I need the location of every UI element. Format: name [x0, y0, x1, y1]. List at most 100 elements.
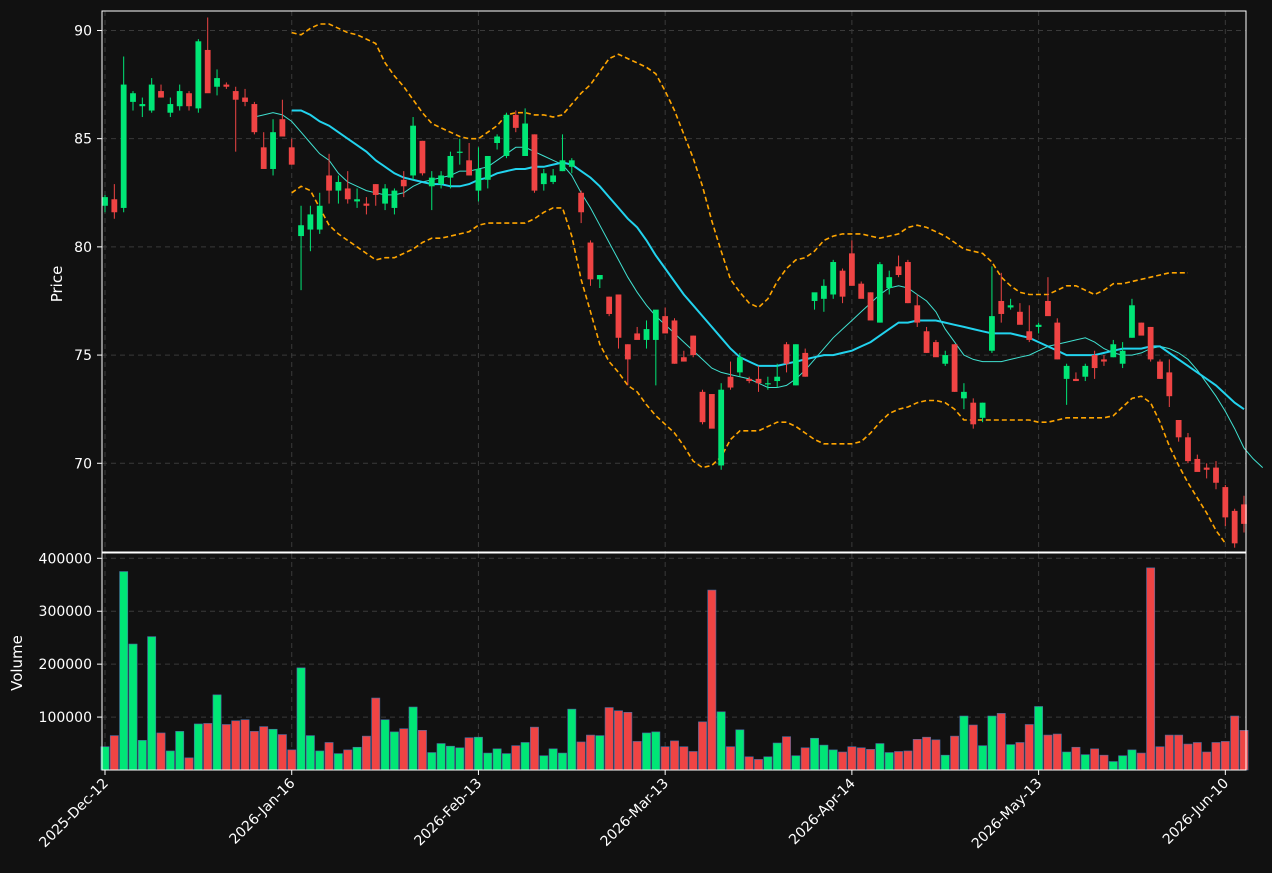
candle-body [652, 309, 659, 340]
candle-body [830, 262, 837, 295]
candle-body [167, 104, 174, 113]
volume-bar [165, 750, 175, 771]
volume-bar [1006, 744, 1016, 771]
volume-bar [1015, 742, 1025, 771]
volume-bar [408, 706, 418, 771]
candle-body [372, 184, 379, 195]
volume-bar [399, 728, 409, 771]
candle-body [316, 205, 323, 230]
volume-bar [333, 753, 343, 771]
candle-body [344, 188, 351, 200]
volume-bar [1202, 751, 1212, 771]
candle-body [186, 93, 192, 107]
volume-bar [492, 748, 502, 771]
volume-bar [1071, 746, 1081, 771]
volume-bar [352, 746, 362, 771]
volume-bar [632, 741, 642, 771]
volume-bar [978, 745, 987, 771]
candle-body [858, 283, 865, 299]
volume-bar [137, 740, 147, 771]
volume-bar [390, 731, 399, 771]
candle-body [214, 78, 220, 87]
candle-body [456, 151, 463, 153]
candle-body [998, 300, 1005, 314]
candle-body [1017, 311, 1023, 325]
candle-body [550, 175, 557, 182]
price-axis-label: Price [48, 266, 66, 303]
volume-bar [614, 710, 623, 771]
volume-bar [810, 737, 819, 771]
candle-body [989, 316, 995, 351]
volume-bar [698, 721, 707, 771]
candle-body [1185, 437, 1191, 462]
candle-body [279, 119, 286, 137]
volume-bar [987, 715, 997, 771]
candle-body [615, 294, 622, 338]
candle-body [1082, 365, 1089, 377]
volume-bar [371, 697, 381, 771]
volume-bar [203, 723, 213, 771]
candle-body [933, 342, 939, 358]
candle-body [1157, 361, 1163, 379]
candle-body [596, 275, 603, 280]
volume-axis-label: Volume [8, 635, 26, 691]
volume-gridlines [102, 553, 1246, 770]
x-tick-label: 2026-Feb-13 [411, 776, 485, 850]
candle-body [578, 192, 585, 213]
volume-bar [576, 741, 586, 771]
candle-body [886, 277, 893, 288]
candle-body [979, 402, 986, 418]
candle-body [923, 331, 930, 353]
volume-bar [847, 746, 857, 771]
volume-bar [231, 720, 241, 771]
x-tick-label: 2026-Apr-14 [786, 775, 859, 848]
candle-body [195, 41, 202, 109]
volume-bar [884, 752, 894, 771]
volume-tick-label: 100000 [39, 710, 92, 726]
candle-body [326, 175, 332, 191]
candle-body [895, 266, 902, 276]
volume-bar [1155, 746, 1165, 771]
candle-body [970, 402, 977, 425]
volume-bars [100, 567, 1249, 771]
volume-bar [1108, 761, 1118, 771]
volume-bar [418, 730, 427, 771]
candle-body [914, 305, 921, 323]
candle-body [811, 292, 818, 301]
volume-bar [707, 589, 717, 771]
candle-body [242, 97, 248, 102]
volume-bar [1043, 734, 1053, 771]
candle-body [942, 355, 949, 364]
volume-bar [959, 715, 969, 771]
candle-body [102, 197, 108, 206]
volume-bar [455, 747, 465, 771]
candle-body [428, 177, 435, 187]
candle-body [531, 134, 538, 191]
candle-body [1231, 510, 1238, 544]
x-tick-label: 2026-Jun-10 [1160, 776, 1232, 848]
volume-bar [931, 739, 941, 771]
volume-bar [1239, 730, 1249, 771]
ma-slow-line [291, 109, 1245, 411]
candle-body [1035, 324, 1042, 327]
candle-body [484, 155, 491, 180]
volume-bar [558, 752, 567, 771]
volume-bar [324, 742, 334, 771]
candle-body [270, 132, 276, 169]
volume-bar [1099, 754, 1109, 771]
candle-body [410, 125, 416, 176]
volume-bar [156, 732, 166, 771]
moving-averages [254, 109, 1264, 468]
volume-bar [128, 643, 138, 771]
volume-bar [362, 735, 371, 771]
candle-body [568, 160, 575, 167]
volume-bar [147, 636, 157, 771]
volume-bar [119, 571, 129, 771]
candle-body [139, 104, 146, 107]
candle-body [251, 104, 258, 133]
volume-bar [109, 735, 119, 771]
volume-bar [1080, 754, 1090, 771]
candle-body [475, 168, 482, 191]
price-tick-label: 80 [74, 240, 92, 256]
volume-bar [1192, 742, 1202, 771]
